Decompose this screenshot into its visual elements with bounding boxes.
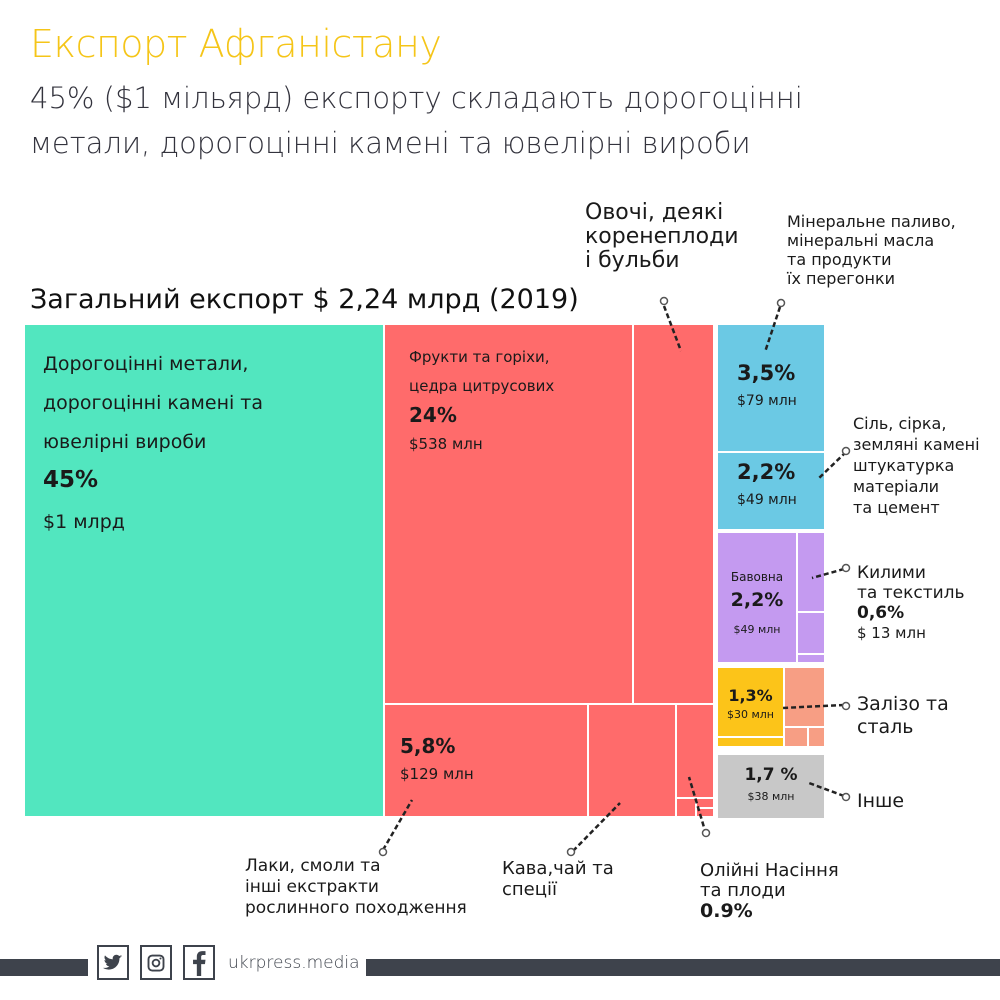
tile-oil-seeds	[677, 705, 713, 797]
tile-value-iron: $30 млн	[726, 708, 774, 721]
instagram-button[interactable]	[140, 945, 172, 980]
label-iron-steel: Залізо та сталь	[857, 693, 949, 738]
tile-coffee-tea	[589, 705, 675, 816]
label-coffee-tea: Кава,чай та спеції	[502, 858, 614, 900]
tile-yellow-2	[718, 738, 783, 746]
label-lacquers: Лаки, смоли та інші екстракти рослинного…	[245, 856, 467, 918]
tile-salmon-2	[785, 728, 807, 746]
label-vegetables: Овочі, деякі коренеплоди і бульби	[585, 200, 739, 273]
tile-label-precious-metals: Дорогоцінні метали, дорогоцінні камені т…	[43, 353, 264, 453]
tile-value-fruits-nuts: $538 млн	[409, 435, 483, 453]
tile-label-cotton: Бавовна	[730, 570, 784, 584]
tile-pct-cotton: 2,2%	[730, 589, 784, 611]
twitter-button[interactable]	[97, 945, 129, 980]
label-oil-seeds-pct: 0.9%	[700, 900, 753, 922]
tile-pct-other: 1,7 %	[744, 765, 798, 785]
tile-salmon-1	[785, 668, 824, 726]
site-link[interactable]: ukrpress.media	[228, 953, 360, 973]
label-carpets-group: Килими та текстиль 0,6% $ 13 млн	[857, 563, 965, 643]
tile-small-red-2	[697, 799, 713, 807]
instagram-icon	[147, 954, 165, 971]
tile-carpets	[798, 533, 824, 611]
tile-pct-fruits-nuts: 24%	[409, 403, 457, 427]
tile-pct-mineral-fuel: 3,5%	[737, 361, 796, 385]
tile-purple-3	[798, 655, 824, 662]
facebook-button[interactable]	[183, 945, 215, 980]
chart-title: Експорт Афганістану	[30, 22, 442, 66]
footer-bar-right	[366, 959, 1000, 976]
facebook-icon	[193, 950, 206, 976]
tile-fruits-nuts: Фрукти та горіхи, цедра цитрусових 24% $…	[385, 325, 632, 703]
label-salt-sulfur: Сіль, сірка, земляні камені штукатурка м…	[853, 414, 980, 517]
tile-lacquers-resins: 5,8% $129 млн	[385, 705, 587, 816]
twitter-icon	[103, 954, 123, 970]
tile-small-red-1	[677, 799, 695, 816]
label-carpets-pct: 0,6%	[857, 603, 905, 623]
label-mineral-fuel: Мінеральне паливо, мінеральні масла та п…	[787, 212, 956, 288]
label-carpets-value: $ 13 млн	[857, 624, 926, 642]
tile-mineral-fuel: 3,5% $79 млн	[718, 325, 824, 451]
chart-subtitle: 45% ($1 мільярд) експорту складають доро…	[30, 81, 803, 160]
tile-value-other: $38 млн	[747, 790, 795, 803]
tile-small-red-3	[697, 809, 713, 816]
label-carpets: Килими та текстиль	[857, 563, 965, 603]
tile-vegetables	[634, 325, 713, 703]
tile-purple-2	[798, 613, 824, 653]
tile-value-lacquers: $129 млн	[400, 765, 474, 783]
tile-pct-iron: 1,3%	[728, 686, 773, 705]
tile-value-salt: $49 млн	[737, 492, 797, 508]
tile-value-precious-metals: $1 млрд	[43, 511, 125, 533]
label-oil-seeds-group: Олійні Насіння та плоди 0.9%	[700, 860, 839, 922]
tile-pct-salt: 2,2%	[737, 460, 796, 484]
tile-pct-precious-metals: 45%	[43, 467, 99, 493]
tile-salmon-3	[809, 728, 824, 746]
tile-iron-steel: 1,3% $30 млн	[718, 668, 783, 736]
footer-bar-left	[0, 959, 88, 976]
total-export-label: Загальний експорт $ 2,24 млрд (2019)	[30, 284, 579, 315]
tile-cotton: Бавовна 2,2% $49 млн	[718, 533, 796, 662]
tile-precious-metals: Дорогоцінні метали, дорогоцінні камені т…	[25, 325, 383, 816]
label-oil-seeds: Олійні Насіння та плоди	[700, 860, 839, 901]
tile-pct-lacquers: 5,8%	[400, 734, 456, 758]
tile-salt-sulfur: 2,2% $49 млн	[718, 453, 824, 529]
label-other: Інше	[857, 790, 905, 812]
tile-value-mineral-fuel: $79 млн	[737, 393, 797, 409]
tile-label-fruits-nuts: Фрукти та горіхи, цедра цитрусових	[409, 348, 555, 395]
tile-other: 1,7 % $38 млн	[718, 755, 824, 818]
tile-value-cotton: $49 млн	[733, 623, 781, 636]
